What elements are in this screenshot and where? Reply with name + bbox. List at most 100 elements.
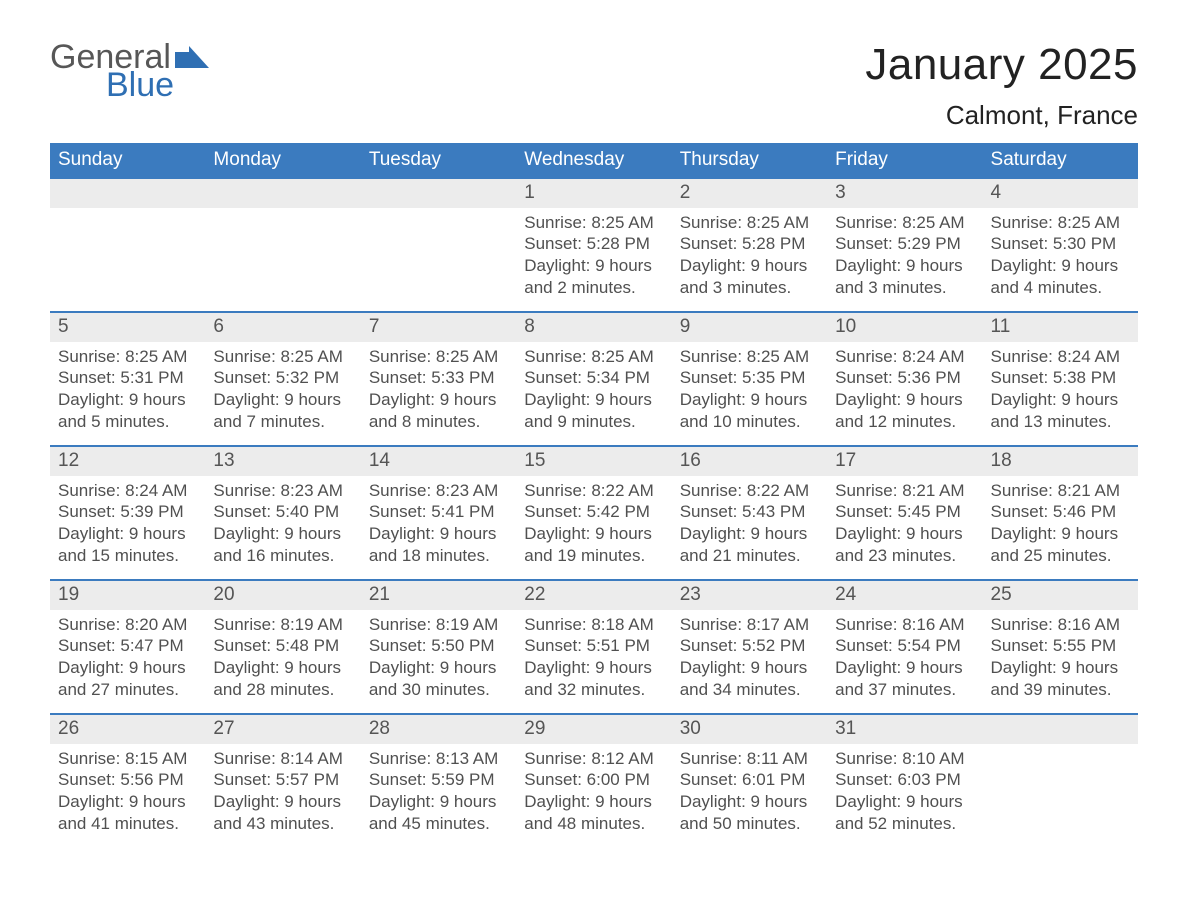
sunrise-line: Sunrise: 8:25 AM xyxy=(524,346,663,368)
day-details: Sunrise: 8:25 AMSunset: 5:34 PMDaylight:… xyxy=(516,342,671,441)
sunset-line: Sunset: 6:03 PM xyxy=(835,769,974,791)
daylight-line: Daylight: 9 hours and 7 minutes. xyxy=(213,389,352,433)
day-number: 22 xyxy=(516,581,671,610)
calendar-cell: 12Sunrise: 8:24 AMSunset: 5:39 PMDayligh… xyxy=(50,446,205,580)
daylight-line: Daylight: 9 hours and 39 minutes. xyxy=(991,657,1130,701)
month-title: January 2025 xyxy=(865,40,1138,90)
day-number-empty xyxy=(50,179,205,208)
calendar-cell xyxy=(50,178,205,312)
day-number: 6 xyxy=(205,313,360,342)
calendar-week: 26Sunrise: 8:15 AMSunset: 5:56 PMDayligh… xyxy=(50,714,1138,848)
calendar-cell: 6Sunrise: 8:25 AMSunset: 5:32 PMDaylight… xyxy=(205,312,360,446)
day-details: Sunrise: 8:20 AMSunset: 5:47 PMDaylight:… xyxy=(50,610,205,709)
sunset-line: Sunset: 5:33 PM xyxy=(369,367,508,389)
sunrise-line: Sunrise: 8:25 AM xyxy=(680,212,819,234)
day-number: 11 xyxy=(983,313,1138,342)
sunrise-line: Sunrise: 8:24 AM xyxy=(58,480,197,502)
weekday-header: Thursday xyxy=(672,143,827,178)
sunset-line: Sunset: 5:29 PM xyxy=(835,233,974,255)
daylight-line: Daylight: 9 hours and 9 minutes. xyxy=(524,389,663,433)
sunrise-line: Sunrise: 8:23 AM xyxy=(213,480,352,502)
day-details: Sunrise: 8:19 AMSunset: 5:50 PMDaylight:… xyxy=(361,610,516,709)
calendar-cell: 29Sunrise: 8:12 AMSunset: 6:00 PMDayligh… xyxy=(516,714,671,848)
weekday-header: Tuesday xyxy=(361,143,516,178)
logo: General Blue xyxy=(50,40,211,102)
calendar-cell: 11Sunrise: 8:24 AMSunset: 5:38 PMDayligh… xyxy=(983,312,1138,446)
daylight-line: Daylight: 9 hours and 10 minutes. xyxy=(680,389,819,433)
sunset-line: Sunset: 5:47 PM xyxy=(58,635,197,657)
day-details: Sunrise: 8:16 AMSunset: 5:54 PMDaylight:… xyxy=(827,610,982,709)
day-details: Sunrise: 8:25 AMSunset: 5:30 PMDaylight:… xyxy=(983,208,1138,307)
sunset-line: Sunset: 5:38 PM xyxy=(991,367,1130,389)
sunrise-line: Sunrise: 8:19 AM xyxy=(213,614,352,636)
sunrise-line: Sunrise: 8:11 AM xyxy=(680,748,819,770)
sunset-line: Sunset: 5:31 PM xyxy=(58,367,197,389)
day-number: 27 xyxy=(205,715,360,744)
sunset-line: Sunset: 5:52 PM xyxy=(680,635,819,657)
day-details: Sunrise: 8:23 AMSunset: 5:40 PMDaylight:… xyxy=(205,476,360,575)
calendar-week: 5Sunrise: 8:25 AMSunset: 5:31 PMDaylight… xyxy=(50,312,1138,446)
calendar-cell: 31Sunrise: 8:10 AMSunset: 6:03 PMDayligh… xyxy=(827,714,982,848)
day-number: 16 xyxy=(672,447,827,476)
logo-word2: Blue xyxy=(106,68,211,102)
day-details: Sunrise: 8:25 AMSunset: 5:35 PMDaylight:… xyxy=(672,342,827,441)
calendar-cell: 15Sunrise: 8:22 AMSunset: 5:42 PMDayligh… xyxy=(516,446,671,580)
calendar-cell: 16Sunrise: 8:22 AMSunset: 5:43 PMDayligh… xyxy=(672,446,827,580)
sunrise-line: Sunrise: 8:25 AM xyxy=(680,346,819,368)
day-number-empty xyxy=(205,179,360,208)
daylight-line: Daylight: 9 hours and 30 minutes. xyxy=(369,657,508,701)
sunset-line: Sunset: 5:56 PM xyxy=(58,769,197,791)
calendar-cell: 17Sunrise: 8:21 AMSunset: 5:45 PMDayligh… xyxy=(827,446,982,580)
sunset-line: Sunset: 5:32 PM xyxy=(213,367,352,389)
daylight-line: Daylight: 9 hours and 16 minutes. xyxy=(213,523,352,567)
daylight-line: Daylight: 9 hours and 13 minutes. xyxy=(991,389,1130,433)
sunset-line: Sunset: 5:39 PM xyxy=(58,501,197,523)
sunrise-line: Sunrise: 8:17 AM xyxy=(680,614,819,636)
sunset-line: Sunset: 5:59 PM xyxy=(369,769,508,791)
sunrise-line: Sunrise: 8:24 AM xyxy=(835,346,974,368)
daylight-line: Daylight: 9 hours and 48 minutes. xyxy=(524,791,663,835)
day-number: 3 xyxy=(827,179,982,208)
daylight-line: Daylight: 9 hours and 50 minutes. xyxy=(680,791,819,835)
sunset-line: Sunset: 5:35 PM xyxy=(680,367,819,389)
day-details: Sunrise: 8:25 AMSunset: 5:28 PMDaylight:… xyxy=(516,208,671,307)
day-number: 29 xyxy=(516,715,671,744)
sunset-line: Sunset: 5:34 PM xyxy=(524,367,663,389)
day-number: 10 xyxy=(827,313,982,342)
calendar-cell: 25Sunrise: 8:16 AMSunset: 5:55 PMDayligh… xyxy=(983,580,1138,714)
sunset-line: Sunset: 5:55 PM xyxy=(991,635,1130,657)
header-row: General Blue January 2025 Calmont, Franc… xyxy=(50,40,1138,131)
calendar-cell: 26Sunrise: 8:15 AMSunset: 5:56 PMDayligh… xyxy=(50,714,205,848)
day-number: 8 xyxy=(516,313,671,342)
sunrise-line: Sunrise: 8:25 AM xyxy=(58,346,197,368)
weekday-header: Monday xyxy=(205,143,360,178)
calendar-cell: 9Sunrise: 8:25 AMSunset: 5:35 PMDaylight… xyxy=(672,312,827,446)
day-number: 14 xyxy=(361,447,516,476)
daylight-line: Daylight: 9 hours and 23 minutes. xyxy=(835,523,974,567)
day-details: Sunrise: 8:11 AMSunset: 6:01 PMDaylight:… xyxy=(672,744,827,843)
calendar-cell: 28Sunrise: 8:13 AMSunset: 5:59 PMDayligh… xyxy=(361,714,516,848)
calendar-cell: 3Sunrise: 8:25 AMSunset: 5:29 PMDaylight… xyxy=(827,178,982,312)
calendar-cell: 19Sunrise: 8:20 AMSunset: 5:47 PMDayligh… xyxy=(50,580,205,714)
daylight-line: Daylight: 9 hours and 2 minutes. xyxy=(524,255,663,299)
calendar-cell: 7Sunrise: 8:25 AMSunset: 5:33 PMDaylight… xyxy=(361,312,516,446)
daylight-line: Daylight: 9 hours and 32 minutes. xyxy=(524,657,663,701)
day-number: 1 xyxy=(516,179,671,208)
daylight-line: Daylight: 9 hours and 12 minutes. xyxy=(835,389,974,433)
calendar-week: 1Sunrise: 8:25 AMSunset: 5:28 PMDaylight… xyxy=(50,178,1138,312)
day-details: Sunrise: 8:16 AMSunset: 5:55 PMDaylight:… xyxy=(983,610,1138,709)
daylight-line: Daylight: 9 hours and 25 minutes. xyxy=(991,523,1130,567)
day-number: 18 xyxy=(983,447,1138,476)
sunset-line: Sunset: 5:28 PM xyxy=(524,233,663,255)
sunrise-line: Sunrise: 8:25 AM xyxy=(524,212,663,234)
calendar-cell xyxy=(205,178,360,312)
calendar-cell: 8Sunrise: 8:25 AMSunset: 5:34 PMDaylight… xyxy=(516,312,671,446)
day-details: Sunrise: 8:10 AMSunset: 6:03 PMDaylight:… xyxy=(827,744,982,843)
day-number: 12 xyxy=(50,447,205,476)
daylight-line: Daylight: 9 hours and 28 minutes. xyxy=(213,657,352,701)
sunrise-line: Sunrise: 8:15 AM xyxy=(58,748,197,770)
calendar-cell: 21Sunrise: 8:19 AMSunset: 5:50 PMDayligh… xyxy=(361,580,516,714)
sunrise-line: Sunrise: 8:16 AM xyxy=(991,614,1130,636)
sunrise-line: Sunrise: 8:25 AM xyxy=(369,346,508,368)
daylight-line: Daylight: 9 hours and 21 minutes. xyxy=(680,523,819,567)
